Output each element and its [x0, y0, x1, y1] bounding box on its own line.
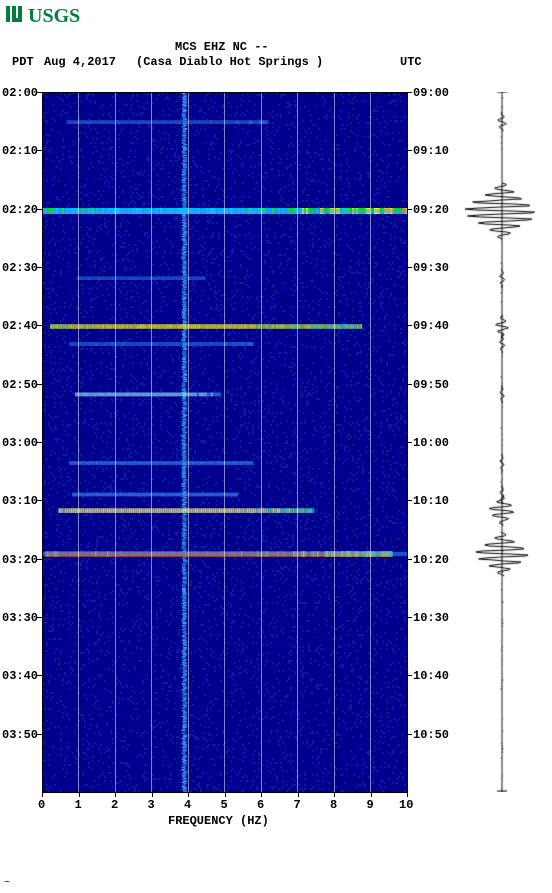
pdt-tick-label: 02:10: [2, 144, 38, 158]
y-tick-mark-left: [37, 150, 42, 151]
x-tick-label: 7: [294, 798, 301, 812]
right-tz-label: UTC: [400, 55, 422, 69]
trace-canvas: [462, 92, 542, 792]
y-tick-mark-right: [407, 325, 412, 326]
y-tick-mark-right: [407, 617, 412, 618]
y-tick-mark-right: [407, 442, 412, 443]
grid-vline: [370, 92, 371, 792]
utc-tick-label: 10:50: [413, 728, 449, 742]
utc-tick-label: 09:20: [413, 203, 449, 217]
x-tick-mark: [79, 792, 80, 797]
y-tick-mark-left: [37, 442, 42, 443]
svg-text:USGS: USGS: [28, 5, 80, 27]
y-tick-mark-left: [37, 734, 42, 735]
y-tick-mark-left: [37, 500, 42, 501]
utc-tick-label: 09:40: [413, 319, 449, 333]
x-tick-label: 0: [38, 798, 45, 812]
y-tick-mark-right: [407, 500, 412, 501]
x-tick-label: 2: [111, 798, 118, 812]
pdt-tick-label: 02:20: [2, 203, 38, 217]
x-tick-mark: [407, 792, 408, 797]
y-tick-mark-left: [37, 92, 42, 93]
utc-tick-label: 10:20: [413, 553, 449, 567]
x-tick-label: 4: [184, 798, 191, 812]
y-tick-mark-right: [407, 267, 412, 268]
grid-vline: [334, 92, 335, 792]
y-tick-mark-right: [407, 209, 412, 210]
y-tick-mark-left: [37, 325, 42, 326]
x-tick-mark: [115, 792, 116, 797]
grid-vline: [188, 92, 189, 792]
grid-vline: [261, 92, 262, 792]
y-tick-mark-right: [407, 384, 412, 385]
grid-vline: [297, 92, 298, 792]
usgs-logo: USGS: [6, 4, 100, 33]
y-tick-mark-right: [407, 559, 412, 560]
pdt-tick-label: 03:50: [2, 728, 38, 742]
y-tick-mark-left: [37, 559, 42, 560]
grid-vline: [115, 92, 116, 792]
y-tick-mark-right: [407, 734, 412, 735]
y-tick-mark-left: [37, 617, 42, 618]
x-tick-label: 1: [75, 798, 82, 812]
pdt-tick-label: 03:20: [2, 553, 38, 567]
footnote: ~: [4, 878, 10, 889]
y-tick-mark-right: [407, 150, 412, 151]
y-tick-mark-right: [407, 92, 412, 93]
x-tick-label: 8: [330, 798, 337, 812]
x-tick-label: 3: [148, 798, 155, 812]
x-tick-label: 6: [257, 798, 264, 812]
grid-vline: [224, 92, 225, 792]
pdt-tick-label: 02:30: [2, 261, 38, 275]
x-tick-label: 10: [399, 798, 413, 812]
utc-tick-label: 10:00: [413, 436, 449, 450]
x-tick-mark: [334, 792, 335, 797]
grid-vline: [78, 92, 79, 792]
utc-tick-label: 09:00: [413, 86, 449, 100]
pdt-tick-label: 03:40: [2, 669, 38, 683]
location-subtitle: (Casa Diablo Hot Springs ): [136, 55, 323, 69]
left-tz-label: PDT: [12, 55, 34, 69]
x-tick-label: 9: [367, 798, 374, 812]
utc-tick-label: 09:50: [413, 378, 449, 392]
seismic-trace-panel: [462, 92, 542, 792]
pdt-tick-label: 02:00: [2, 86, 38, 100]
pdt-tick-label: 03:00: [2, 436, 38, 450]
utc-tick-label: 10:10: [413, 494, 449, 508]
x-tick-mark: [42, 792, 43, 797]
y-tick-mark-left: [37, 209, 42, 210]
y-tick-mark-right: [407, 675, 412, 676]
spectrogram-plot: [42, 92, 407, 792]
station-title: MCS EHZ NC --: [175, 40, 269, 54]
x-tick-mark: [152, 792, 153, 797]
x-tick-mark: [261, 792, 262, 797]
pdt-tick-label: 02:40: [2, 319, 38, 333]
pdt-tick-label: 02:50: [2, 378, 38, 392]
date-label: Aug 4,2017: [44, 55, 116, 69]
utc-tick-label: 09:10: [413, 144, 449, 158]
utc-tick-label: 10:40: [413, 669, 449, 683]
utc-tick-label: 09:30: [413, 261, 449, 275]
x-axis-label: FREQUENCY (HZ): [168, 814, 269, 828]
pdt-tick-label: 03:30: [2, 611, 38, 625]
x-tick-mark: [188, 792, 189, 797]
y-tick-mark-left: [37, 675, 42, 676]
pdt-tick-label: 03:10: [2, 494, 38, 508]
utc-tick-label: 10:30: [413, 611, 449, 625]
y-tick-mark-left: [37, 267, 42, 268]
grid-vline: [151, 92, 152, 792]
x-tick-label: 5: [221, 798, 228, 812]
x-tick-mark: [298, 792, 299, 797]
x-tick-mark: [225, 792, 226, 797]
x-tick-mark: [371, 792, 372, 797]
y-tick-mark-left: [37, 384, 42, 385]
